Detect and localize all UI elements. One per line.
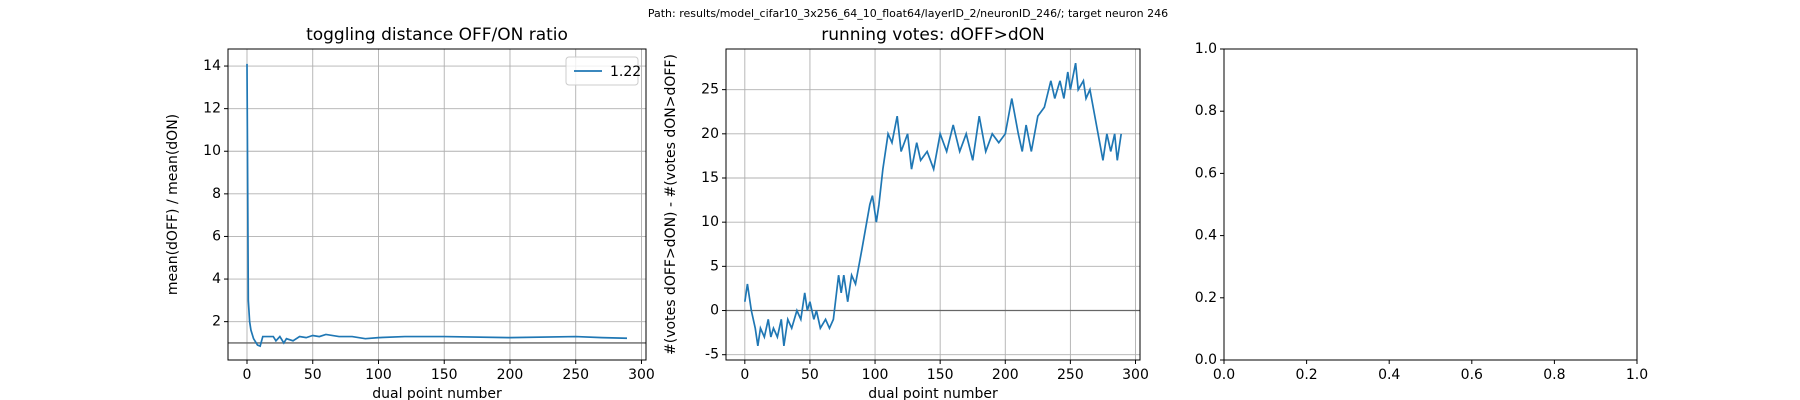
x-axis-label: dual point number xyxy=(372,386,502,400)
y-tick-label: -5 xyxy=(705,347,719,363)
y-tick-label: 14 xyxy=(203,58,221,74)
x-tick-label: 0.2 xyxy=(1295,367,1317,383)
y-tick-label: 6 xyxy=(212,228,221,244)
figure-title: Path: results/model_cifar10_3x256_64_10_… xyxy=(648,7,1168,20)
x-tick-label: 300 xyxy=(1122,367,1149,383)
x-tick-label: 250 xyxy=(562,367,589,383)
x-tick-label: 0.8 xyxy=(1543,367,1565,383)
x-tick-label: 100 xyxy=(365,367,392,383)
data-line xyxy=(246,63,628,348)
y-tick-label: 8 xyxy=(212,186,221,202)
x-tick-label: 250 xyxy=(1057,367,1084,383)
x-tick-label: 50 xyxy=(304,367,322,383)
data-line xyxy=(743,62,1123,346)
x-tick-label: 0.0 xyxy=(1213,367,1235,383)
x-tick-label: 1.0 xyxy=(1626,367,1648,383)
y-tick-label: 0.2 xyxy=(1195,290,1217,306)
y-axis-label: #(votes dOFF>dON) - #(votes dON>dOFF) xyxy=(663,54,679,355)
x-tick-label: 150 xyxy=(431,367,458,383)
y-axis-label: mean(dOFF) / mean(dON) xyxy=(165,114,181,295)
chart-title: toggling distance OFF/ON ratio xyxy=(306,25,568,45)
y-tick-label: 0.6 xyxy=(1195,165,1217,181)
y-tick-label: 5 xyxy=(710,258,719,274)
y-tick-label: 25 xyxy=(701,82,719,98)
y-tick-label: 15 xyxy=(701,170,719,186)
axes-frame xyxy=(1223,48,1638,361)
y-tick-label: 20 xyxy=(701,126,719,142)
axes-frame xyxy=(227,48,647,361)
y-tick-label: 0.8 xyxy=(1195,103,1217,119)
y-tick-label: 0 xyxy=(710,303,719,319)
x-tick-label: 100 xyxy=(862,367,889,383)
x-tick-label: 0 xyxy=(243,367,252,383)
x-tick-label: 200 xyxy=(992,367,1019,383)
y-tick-label: 2 xyxy=(212,314,221,330)
x-tick-label: 50 xyxy=(801,367,819,383)
y-tick-label: 0.4 xyxy=(1195,228,1217,244)
x-tick-label: 0.6 xyxy=(1461,367,1483,383)
y-tick-label: 0.0 xyxy=(1195,352,1217,368)
y-tick-label: 10 xyxy=(701,214,719,230)
axes-frame xyxy=(725,48,1141,361)
y-tick-label: 4 xyxy=(212,271,221,287)
x-tick-label: 200 xyxy=(497,367,524,383)
y-tick-label: 10 xyxy=(203,143,221,159)
legend-label: 1.22 xyxy=(610,64,641,80)
x-tick-label: 0.4 xyxy=(1378,367,1400,383)
x-tick-label: 300 xyxy=(628,367,655,383)
chart-title: running votes: dOFF>dON xyxy=(821,25,1044,45)
x-tick-label: 0 xyxy=(740,367,749,383)
x-tick-label: 150 xyxy=(927,367,954,383)
y-tick-label: 12 xyxy=(203,101,221,117)
x-axis-label: dual point number xyxy=(868,386,998,400)
y-tick-label: 1.0 xyxy=(1195,41,1217,57)
